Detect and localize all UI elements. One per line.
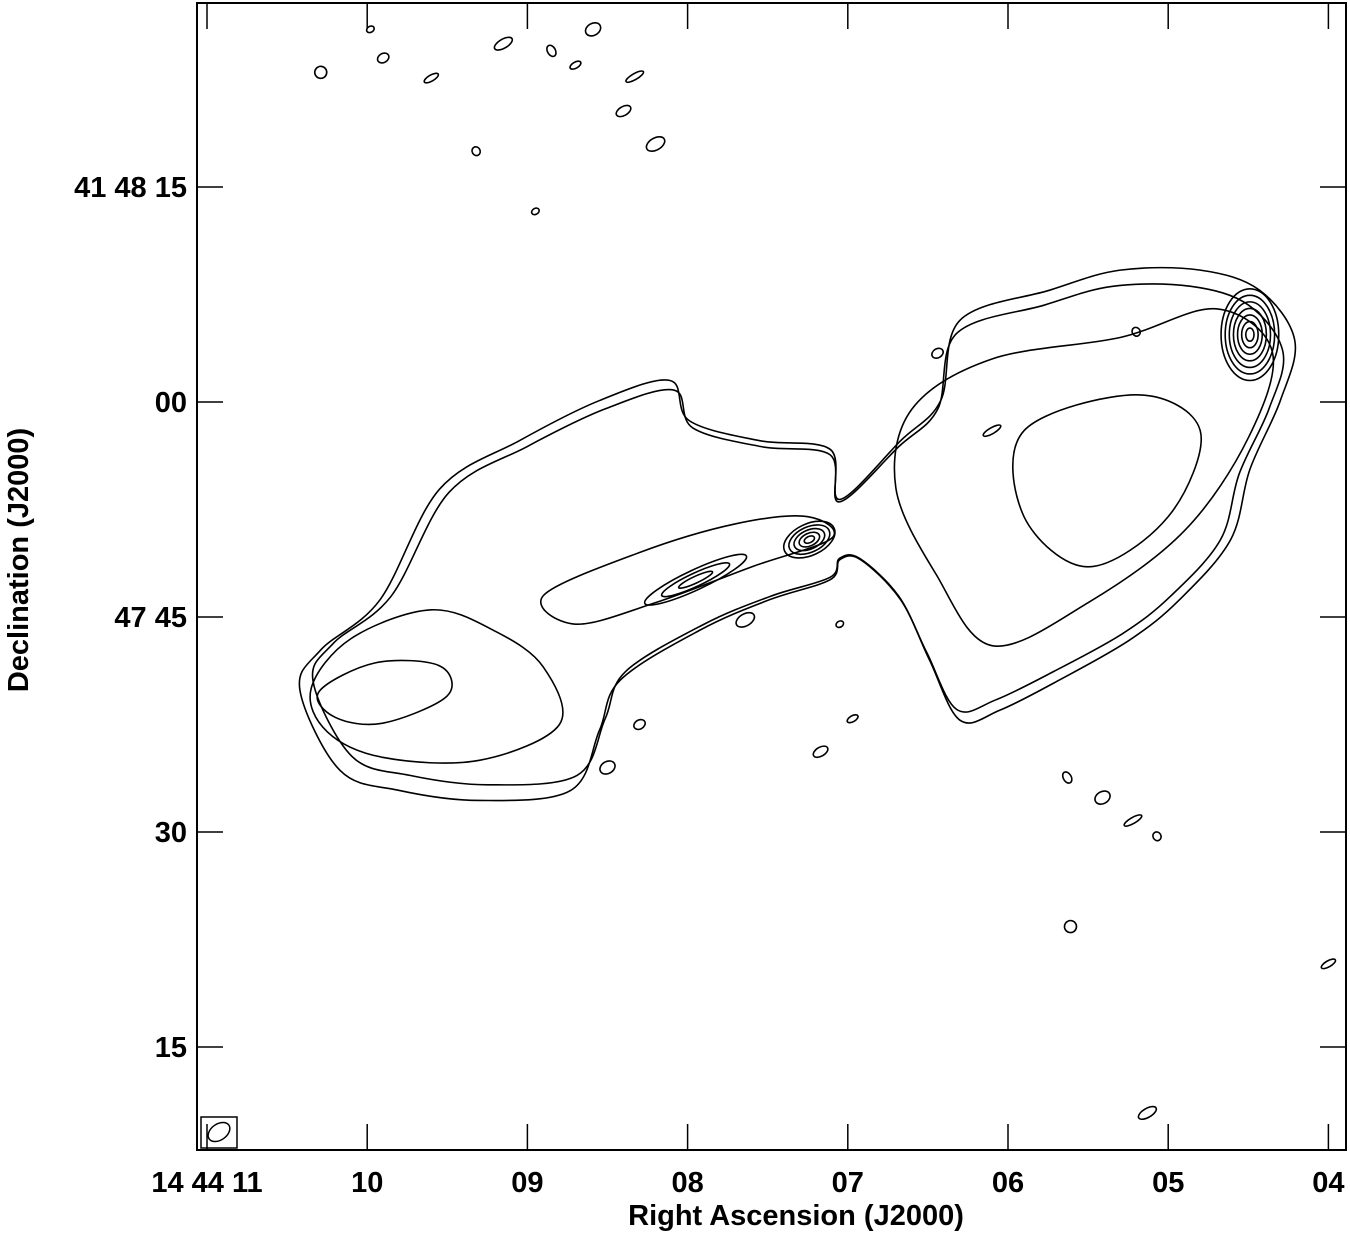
hotspot-contour: [1236, 314, 1264, 356]
contour-inner-2: [540, 515, 836, 625]
x-axis-title: Right Ascension (J2000): [628, 1200, 964, 1232]
contour-island: [569, 60, 582, 70]
hotspot-contour: [1220, 287, 1280, 382]
x-tick-label: 10: [351, 1167, 383, 1199]
x-tick-label: 05: [1152, 1167, 1184, 1199]
contour-island: [931, 347, 944, 359]
jet-contour: [660, 562, 731, 598]
x-tick-label: 14 44 11: [151, 1167, 262, 1199]
hotspot-contour: [1244, 327, 1255, 342]
y-tick-label: 41 48 15: [74, 172, 187, 204]
contour-island: [1320, 958, 1337, 970]
axis-ticks: 14 44 11 10 09 08 07 06 05 04 41 48 15 00 47 45 30 1…: [74, 3, 1346, 1199]
x-tick-label: 08: [671, 1167, 703, 1199]
hotspot-contour: [1240, 320, 1259, 349]
contour-island: [471, 145, 482, 157]
jet-contour: [643, 553, 748, 606]
contour-island: [615, 104, 632, 118]
y-tick-label: 00: [155, 387, 187, 419]
beam-indicator: [200, 1116, 238, 1149]
contour-inner-0: [309, 609, 564, 764]
contour-inner-3: [893, 307, 1275, 647]
contour-island: [625, 70, 645, 84]
core-contour: [803, 535, 816, 545]
contour-island: [376, 52, 390, 64]
y-tick-label: 30: [155, 817, 187, 849]
contour-island: [1123, 814, 1143, 827]
contour-island: [493, 36, 514, 51]
jet-contour: [677, 570, 714, 589]
hotspot-contour: [1232, 307, 1268, 362]
contours: [298, 21, 1337, 1121]
beam-box: [200, 1116, 238, 1149]
core-contour: [788, 524, 831, 556]
core-contour: [798, 531, 821, 548]
contour-inner-4: [1012, 394, 1202, 568]
contour-island: [982, 424, 1002, 438]
contour-island: [846, 713, 859, 724]
y-tick-label: 47 45: [114, 602, 187, 634]
contour-island: [645, 135, 666, 153]
contour-island: [1137, 1105, 1158, 1121]
core-contour: [793, 527, 826, 552]
contour-island: [1094, 790, 1111, 805]
x-tick-label: 09: [511, 1167, 543, 1199]
contour-island: [1131, 326, 1142, 337]
contour-inner-1: [316, 659, 453, 726]
contour-outer: [298, 266, 1297, 802]
contour-level-2: [311, 283, 1285, 786]
contour-island: [365, 25, 375, 34]
contour-island: [423, 72, 440, 84]
contour-island: [835, 620, 845, 629]
contour-island: [546, 44, 557, 58]
hotspot-contour: [1228, 301, 1272, 369]
contour-island: [633, 718, 647, 731]
contour-island: [735, 611, 756, 628]
contour-island: [812, 745, 829, 759]
contour-island: [599, 760, 616, 775]
core-contour: [782, 520, 836, 559]
hotspot-contour: [1224, 294, 1276, 375]
y-axis-title: Declination (J2000): [3, 428, 35, 692]
contour-island: [1061, 771, 1073, 784]
contour-island: [313, 65, 328, 80]
x-tick-label: 07: [832, 1167, 864, 1199]
y-tick-label: 15: [155, 1032, 187, 1064]
x-tick-label: 06: [992, 1167, 1024, 1199]
contour-island: [584, 21, 602, 37]
plot-frame: [196, 2, 1347, 1151]
contour-island: [1152, 831, 1162, 842]
beam-ellipse: [207, 1121, 231, 1143]
x-tick-label: 04: [1312, 1167, 1344, 1199]
contour-island: [530, 207, 540, 216]
contour-island: [1063, 919, 1078, 934]
